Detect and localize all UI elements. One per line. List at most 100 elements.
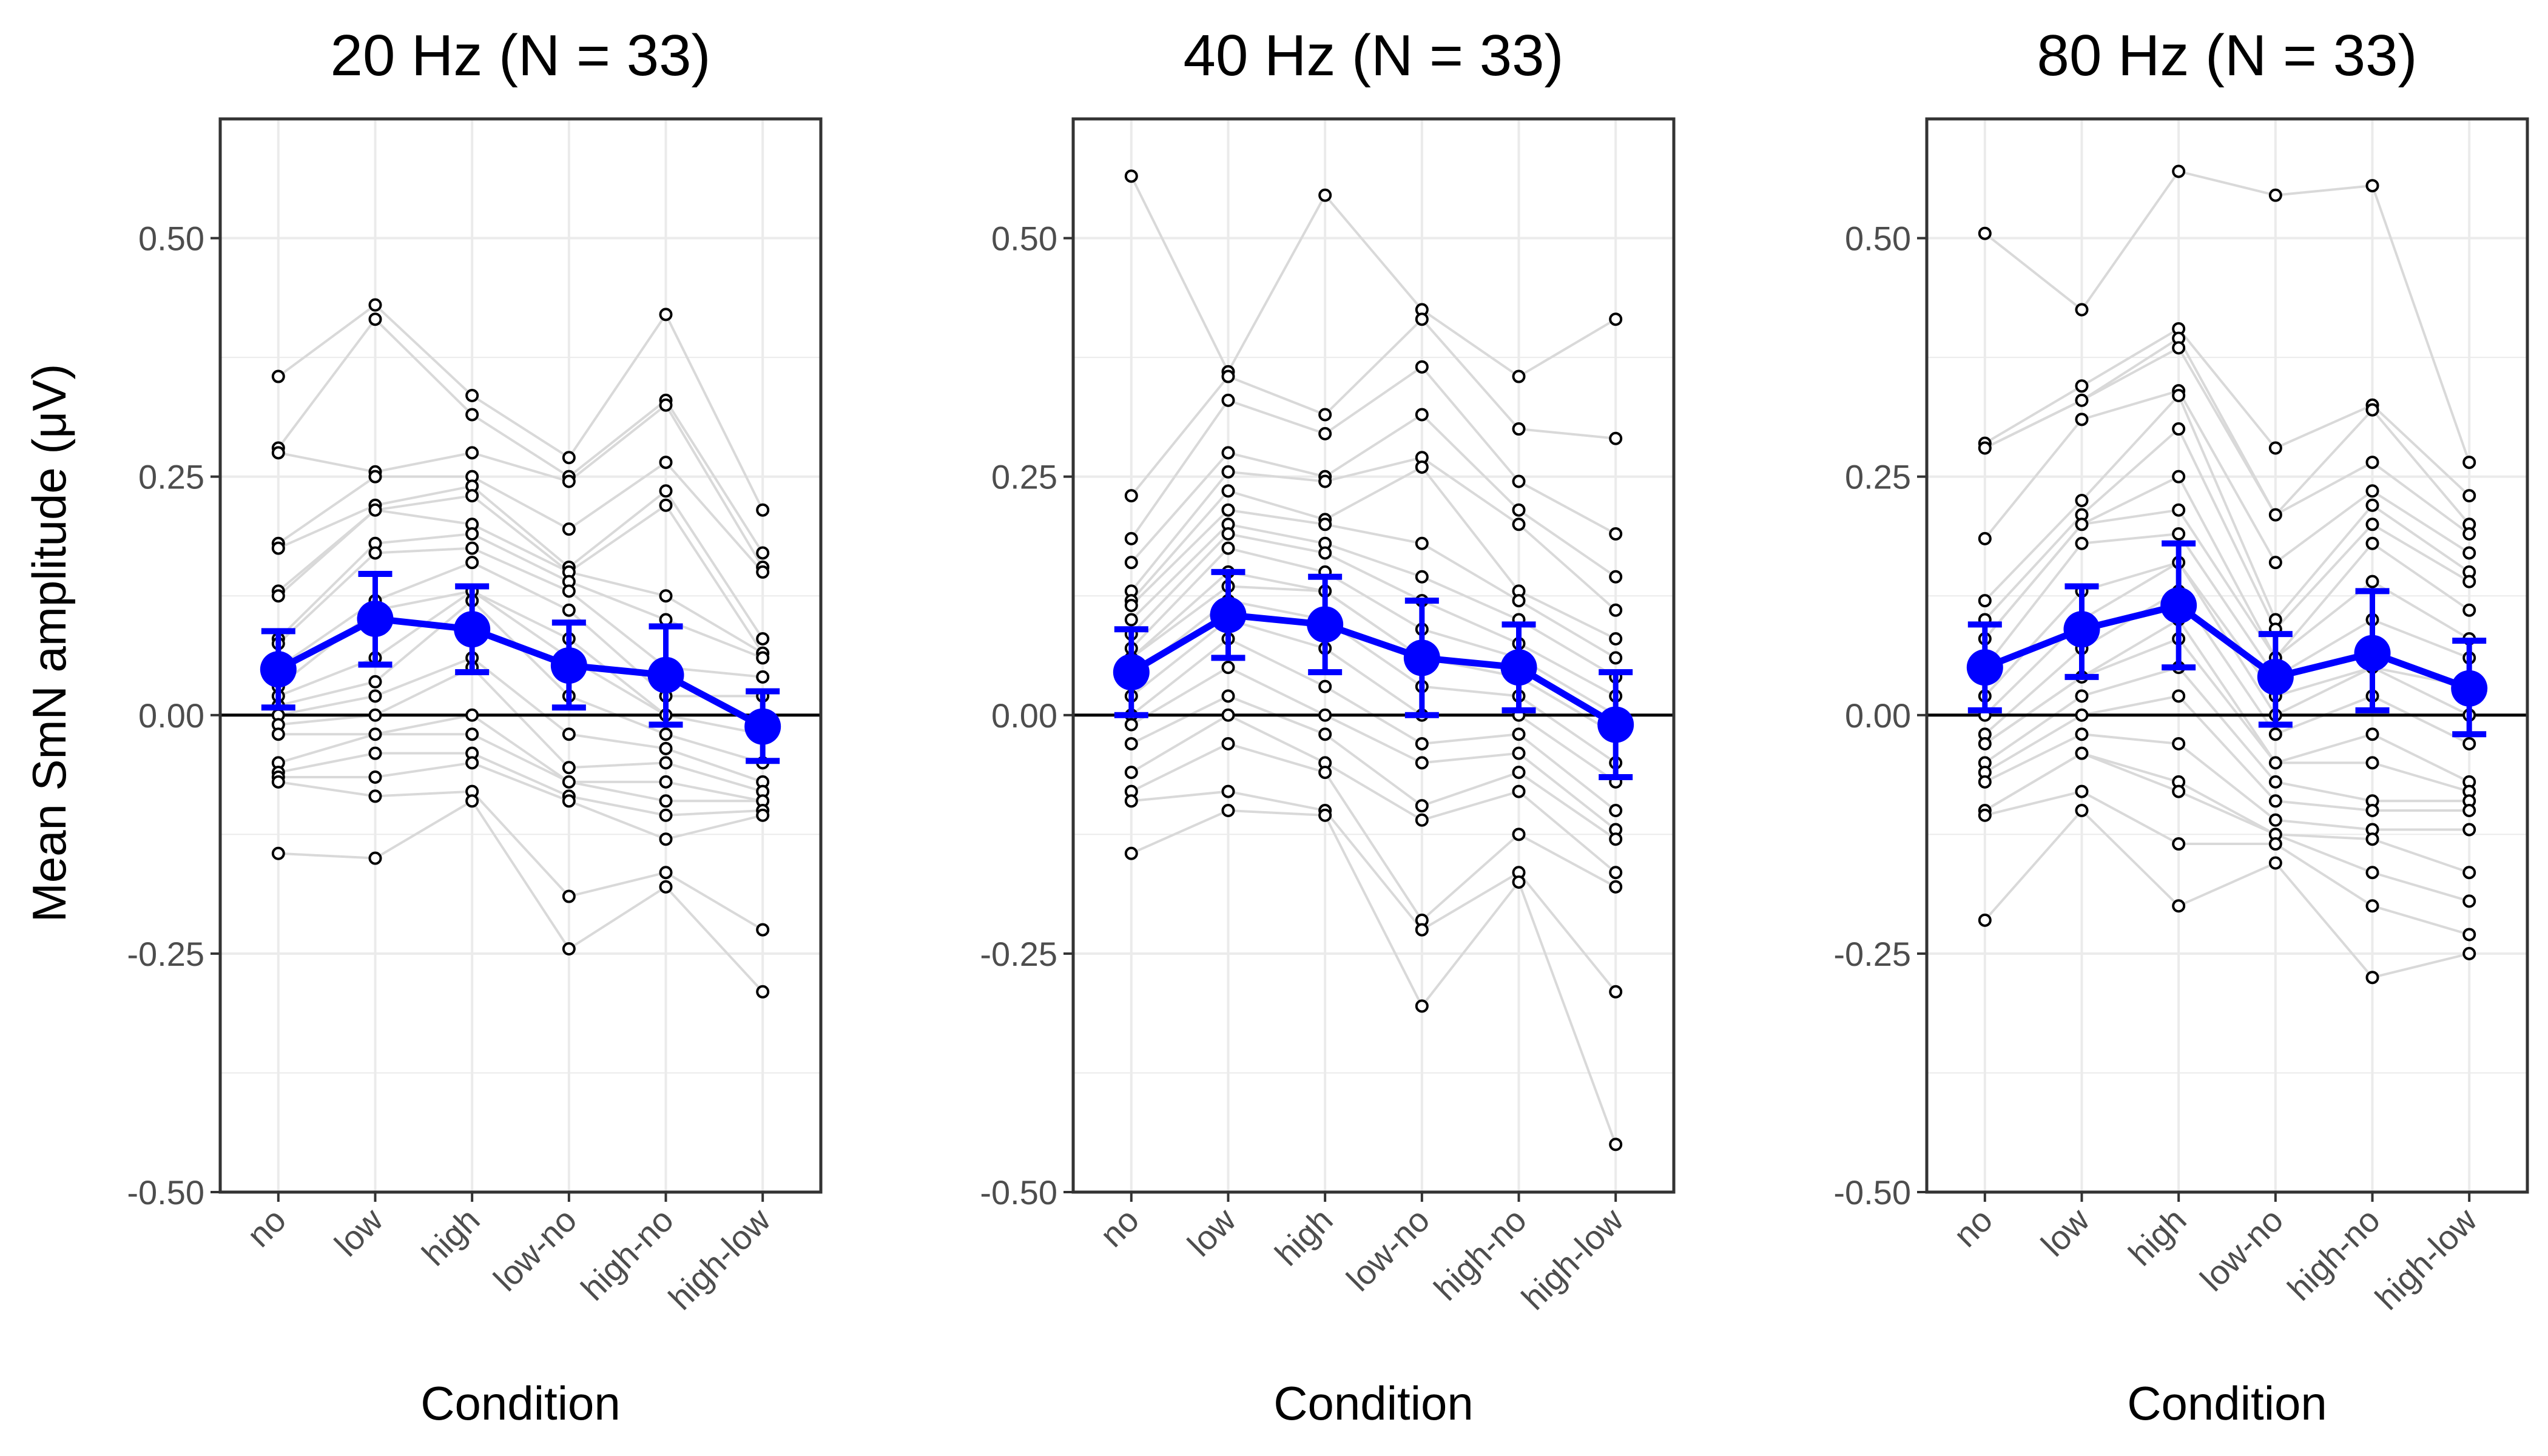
subject-line	[1984, 637, 2470, 793]
subject-line	[1984, 752, 2470, 903]
subject-point	[1318, 474, 1332, 488]
subject-line	[1130, 175, 1617, 378]
subject-point	[2075, 413, 2089, 426]
subject-point	[2365, 536, 2379, 550]
subject-point	[1415, 999, 1429, 1013]
subject-point	[1318, 188, 1332, 202]
subject-point	[2365, 484, 2379, 498]
subject-point	[1512, 766, 1526, 780]
subject-point	[465, 489, 479, 503]
subject-point	[1318, 408, 1332, 422]
subject-line	[1130, 523, 1617, 678]
subject-point	[465, 756, 479, 770]
subject-point	[2075, 804, 2089, 818]
subject-point	[2365, 456, 2379, 470]
subject-point	[1609, 527, 1623, 541]
subject-point	[659, 589, 673, 603]
y-tick-label: -0.50	[980, 1173, 1057, 1212]
subject-point	[2462, 489, 2476, 503]
subject-point	[1415, 570, 1429, 584]
subject-point	[1512, 827, 1526, 841]
subject-point	[2462, 736, 2476, 750]
subject-point	[756, 651, 770, 665]
subject-line	[1130, 695, 1617, 840]
mean-line	[277, 615, 764, 730]
subject-point	[1221, 784, 1235, 798]
panel-border	[1071, 117, 1676, 1194]
subject-point	[2172, 527, 2186, 541]
mean-point	[1597, 706, 1634, 743]
subject-line	[1130, 585, 1617, 735]
x-tick-label: low	[327, 1201, 390, 1264]
subject-point	[368, 675, 382, 689]
subject-point	[1318, 546, 1332, 560]
x-tick-label: high	[1267, 1201, 1340, 1273]
subject-point	[1124, 613, 1138, 627]
subject-point	[2075, 517, 2089, 531]
subject-point	[1221, 689, 1235, 703]
mean-point	[1966, 649, 2003, 686]
subject-point	[2075, 493, 2089, 507]
subject-point	[271, 589, 285, 603]
subject-point	[2268, 188, 2282, 202]
subject-point	[562, 942, 576, 956]
subject-point	[1609, 312, 1623, 326]
mean-point	[647, 656, 684, 693]
subject-point	[2172, 689, 2186, 703]
subject-point	[465, 408, 479, 422]
subject-line	[1130, 508, 1617, 659]
subject-point	[756, 632, 770, 645]
subject-point	[659, 832, 673, 846]
subject-point	[562, 889, 576, 903]
mean-point	[744, 708, 781, 745]
subject-line	[277, 317, 764, 554]
subject-point	[1978, 775, 1992, 789]
subject-point	[2075, 727, 2089, 741]
subject-point	[1221, 541, 1235, 555]
subject-point	[368, 770, 382, 784]
panel-border	[1925, 117, 2529, 1194]
subject-point	[756, 503, 770, 517]
panel-border	[218, 117, 823, 1194]
subject-point	[2172, 837, 2186, 851]
x-tick-label: low-no	[486, 1201, 584, 1298]
x-tick-label: no	[1093, 1201, 1147, 1255]
subject-point	[2268, 756, 2282, 770]
subject-point	[2365, 971, 2379, 985]
subject-line	[278, 656, 763, 783]
subject-point	[2172, 736, 2186, 750]
subject-point	[1609, 880, 1623, 894]
subject-point	[1124, 531, 1138, 545]
subject-point	[1978, 594, 1992, 608]
subject-line	[277, 303, 764, 511]
subject-point	[2365, 517, 2379, 531]
subject-point	[1221, 661, 1235, 675]
subject-line	[1130, 413, 1617, 578]
subject-point	[1415, 813, 1429, 827]
subject-point	[562, 727, 576, 741]
subject-point	[659, 808, 673, 822]
subject-point	[1609, 632, 1623, 645]
subject-line	[278, 799, 764, 993]
subject-point	[1415, 756, 1429, 770]
subject-point	[1318, 426, 1332, 440]
subject-point	[2172, 784, 2186, 798]
subject-line	[1130, 742, 1617, 922]
subject-point	[1978, 736, 1992, 750]
subject-line	[1984, 170, 2471, 463]
subject-point	[2462, 575, 2476, 588]
subject-point	[1415, 408, 1429, 422]
subject-line	[1984, 532, 2470, 679]
subject-line	[1130, 618, 1617, 783]
mean-point	[2451, 670, 2488, 707]
x-tick-label: low-no	[2192, 1201, 2290, 1298]
x-tick-label: no	[1946, 1201, 2000, 1255]
x-axis-title: Condition	[1273, 1377, 1474, 1430]
subject-point	[2268, 508, 2282, 522]
subject-line	[1130, 365, 1617, 540]
subject-line	[1984, 666, 2470, 803]
subject-point	[659, 794, 673, 808]
y-tick-label: 0.00	[138, 696, 204, 735]
subject-point	[1415, 460, 1429, 474]
